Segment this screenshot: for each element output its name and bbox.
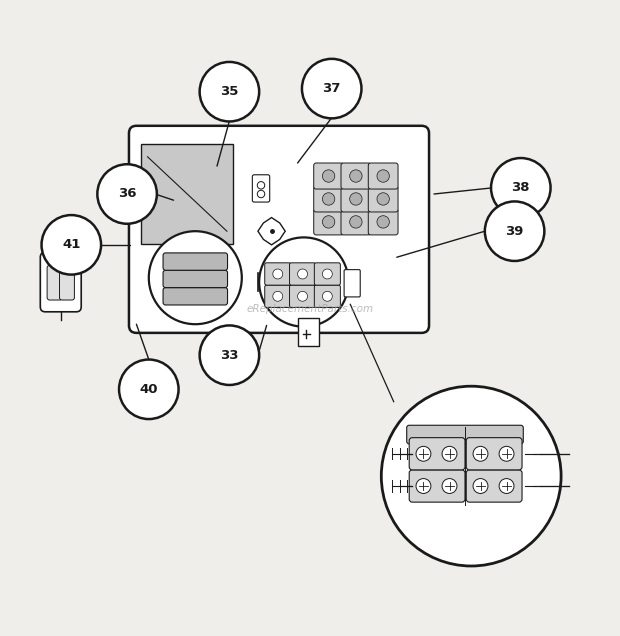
Circle shape xyxy=(322,216,335,228)
Text: 35: 35 xyxy=(220,85,239,98)
FancyBboxPatch shape xyxy=(60,265,74,300)
Polygon shape xyxy=(258,218,285,245)
FancyBboxPatch shape xyxy=(265,263,291,285)
Circle shape xyxy=(322,291,332,301)
Text: 41: 41 xyxy=(62,238,81,251)
Circle shape xyxy=(42,215,101,275)
Text: 37: 37 xyxy=(322,82,341,95)
Text: 36: 36 xyxy=(118,188,136,200)
Circle shape xyxy=(442,478,457,494)
Circle shape xyxy=(499,446,514,461)
Circle shape xyxy=(259,237,348,327)
FancyBboxPatch shape xyxy=(298,318,319,346)
FancyBboxPatch shape xyxy=(163,270,228,287)
FancyBboxPatch shape xyxy=(341,209,371,235)
FancyBboxPatch shape xyxy=(290,263,316,285)
Circle shape xyxy=(302,59,361,118)
FancyBboxPatch shape xyxy=(314,163,343,189)
Circle shape xyxy=(350,170,362,183)
Text: 39: 39 xyxy=(505,225,524,238)
FancyBboxPatch shape xyxy=(163,287,228,305)
Circle shape xyxy=(298,291,308,301)
Circle shape xyxy=(416,446,431,461)
Circle shape xyxy=(473,446,488,461)
Circle shape xyxy=(273,291,283,301)
FancyBboxPatch shape xyxy=(47,265,62,300)
Circle shape xyxy=(298,269,308,279)
FancyBboxPatch shape xyxy=(466,470,522,502)
FancyBboxPatch shape xyxy=(341,163,371,189)
FancyBboxPatch shape xyxy=(163,253,228,270)
FancyBboxPatch shape xyxy=(368,163,398,189)
Circle shape xyxy=(97,164,157,224)
Circle shape xyxy=(200,62,259,121)
Circle shape xyxy=(322,170,335,183)
FancyBboxPatch shape xyxy=(265,285,291,307)
Text: 38: 38 xyxy=(512,181,530,195)
Text: eReplacementParts.com: eReplacementParts.com xyxy=(246,304,374,314)
Circle shape xyxy=(377,216,389,228)
Circle shape xyxy=(442,446,457,461)
Circle shape xyxy=(322,269,332,279)
FancyBboxPatch shape xyxy=(341,186,371,212)
FancyBboxPatch shape xyxy=(290,285,316,307)
Circle shape xyxy=(149,232,242,324)
FancyBboxPatch shape xyxy=(141,144,233,244)
Circle shape xyxy=(491,158,551,218)
Text: 33: 33 xyxy=(220,349,239,362)
FancyBboxPatch shape xyxy=(466,438,522,470)
Circle shape xyxy=(473,478,488,494)
FancyBboxPatch shape xyxy=(409,470,465,502)
FancyBboxPatch shape xyxy=(40,252,81,312)
FancyBboxPatch shape xyxy=(314,263,340,285)
FancyBboxPatch shape xyxy=(314,285,340,307)
FancyBboxPatch shape xyxy=(368,186,398,212)
FancyBboxPatch shape xyxy=(407,425,523,444)
Circle shape xyxy=(273,269,283,279)
Circle shape xyxy=(200,326,259,385)
Circle shape xyxy=(350,216,362,228)
Circle shape xyxy=(499,478,514,494)
FancyBboxPatch shape xyxy=(368,209,398,235)
Circle shape xyxy=(377,170,389,183)
FancyBboxPatch shape xyxy=(314,209,343,235)
Text: 40: 40 xyxy=(140,383,158,396)
FancyBboxPatch shape xyxy=(409,438,465,470)
Circle shape xyxy=(377,193,389,205)
Circle shape xyxy=(322,193,335,205)
FancyBboxPatch shape xyxy=(129,126,429,333)
Circle shape xyxy=(485,202,544,261)
Circle shape xyxy=(381,386,561,566)
Circle shape xyxy=(119,359,179,419)
Circle shape xyxy=(350,193,362,205)
FancyBboxPatch shape xyxy=(314,186,343,212)
Circle shape xyxy=(416,478,431,494)
FancyBboxPatch shape xyxy=(344,270,360,297)
FancyBboxPatch shape xyxy=(252,175,270,202)
